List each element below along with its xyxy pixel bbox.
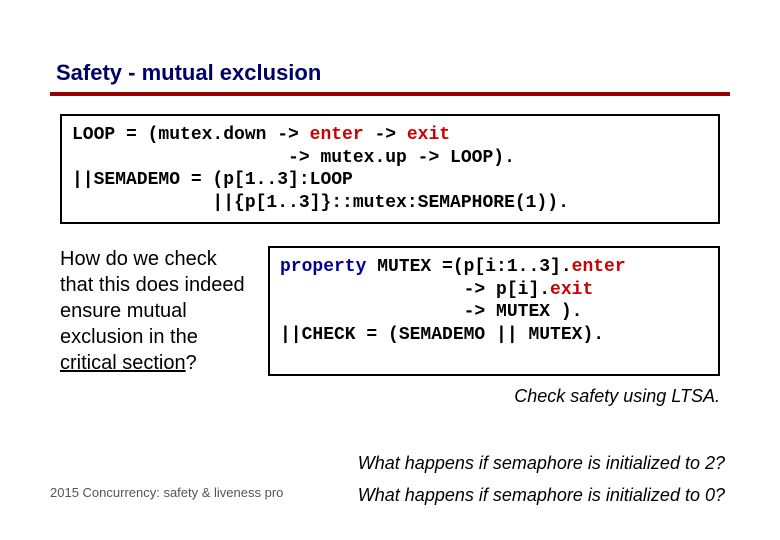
code2-l1a: MUTEX =(p[i:1..3].: [366, 257, 571, 277]
code1-l1a: LOOP = (mutex.down ->: [72, 125, 310, 145]
code1-l4: ||{p[1..3]}::mutex:SEMAPHORE(1)).: [72, 193, 569, 213]
caption-check: Check safety using LTSA.: [50, 386, 720, 407]
code1-l3: ||SEMADEMO = (p[1..3]:LOOP: [72, 170, 353, 190]
footer-text: 2015 Concurrency: safety & liveness pro: [50, 485, 283, 500]
title-rule: [50, 92, 730, 96]
code-box-2: property MUTEX =(p[i:1..3].enter -> p[i]…: [268, 246, 720, 376]
code2-l3: -> MUTEX ).: [280, 302, 582, 322]
prose-block: How do we check that this does indeed en…: [60, 246, 250, 376]
code1-l2: -> mutex.up -> LOOP).: [72, 148, 515, 168]
slide-title: Safety - mutual exclusion: [50, 60, 730, 86]
code-box-1: LOOP = (mutex.down -> enter -> exit -> m…: [60, 114, 720, 224]
prose-text: How do we check that this does indeed en…: [60, 248, 245, 348]
code2-kw: property: [280, 257, 366, 277]
code1-enter: enter: [310, 125, 364, 145]
code1-l1b: ->: [364, 125, 407, 145]
code1-exit: exit: [407, 125, 450, 145]
code2-enter: enter: [572, 257, 626, 277]
prose-critical-section: critical section: [60, 352, 186, 374]
question-2: What happens if semaphore is initialized…: [358, 485, 725, 506]
question-1: What happens if semaphore is initialized…: [358, 453, 725, 474]
middle-row: How do we check that this does indeed en…: [60, 246, 720, 376]
code2-exit: exit: [550, 280, 593, 300]
slide: Safety - mutual exclusion LOOP = (mutex.…: [0, 0, 780, 540]
code2-l2a: -> p[i].: [280, 280, 550, 300]
code2-l4: ||CHECK = (SEMADEMO || MUTEX).: [280, 325, 604, 345]
prose-qmark: ?: [186, 352, 197, 374]
